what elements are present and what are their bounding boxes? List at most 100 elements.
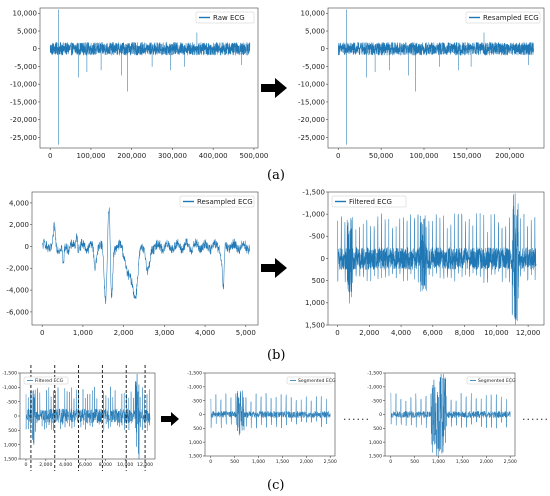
y-tick-label: -500 — [7, 399, 18, 405]
x-tick-label: 4,000 — [195, 329, 215, 337]
legend-label: Filtered ECG — [35, 378, 64, 384]
legend-label: Segmented ECG — [298, 378, 336, 384]
x-tick-label: 200,000 — [117, 152, 146, 160]
y-tick-label: 1,500 — [305, 321, 325, 329]
series-line — [41, 207, 251, 305]
x-tick-label: 0 — [389, 459, 392, 465]
x-tick-label: 4,000 — [59, 462, 72, 468]
x-tick-label: 2,500 — [504, 459, 517, 465]
y-tick-label: 1,000 — [189, 440, 202, 446]
x-tick-label: 8,000 — [455, 329, 475, 337]
legend-box — [179, 195, 255, 208]
y-tick-label: 500 — [373, 426, 382, 432]
y-tick-label: -4,000 — [6, 287, 29, 295]
x-tick-label: 2,000 — [300, 459, 313, 465]
legend-label: Filtered ECG — [349, 198, 392, 206]
x-tick-label: 0 — [336, 152, 340, 160]
x-tick-label: 150,000 — [452, 152, 481, 160]
y-tick-label: 5,000 — [17, 27, 37, 35]
x-tick-label: 10,000 — [484, 329, 509, 337]
x-tick-label: 500 — [410, 459, 419, 465]
chart-c-right: 0 500 1,000 1,500 2,000 2,500 -1,500 -1,000 -500… — [365, 368, 520, 470]
y-tick-label: -5,000 — [302, 63, 325, 71]
x-tick-label: 500 — [230, 459, 239, 465]
x-tick-label: 300,000 — [158, 152, 187, 160]
x-tick-label: 5,000 — [236, 329, 256, 337]
y-tick-label: -25,000 — [10, 134, 37, 142]
y-tick-label: 2,000 — [9, 221, 29, 229]
y-tick-label: 5,000 — [305, 27, 325, 35]
x-tick-label: 2,000 — [39, 462, 52, 468]
y-tick-label: 500 — [8, 428, 17, 434]
legend-label: Resampled ECG — [483, 14, 539, 22]
chart-a-right: 0 50,000 100,000 150,000 200,000 10,000 5,000 0… — [290, 0, 550, 168]
series-line — [49, 9, 251, 145]
legend-box — [286, 376, 332, 385]
legend-box — [331, 195, 407, 208]
series-line — [338, 9, 534, 145]
series-line — [25, 373, 151, 460]
x-tick-label: 0 — [335, 329, 339, 337]
x-tick-label: 500,000 — [239, 152, 268, 160]
x-tick-label: 3,000 — [154, 329, 174, 337]
x-tick-label: 50,000 — [369, 152, 394, 160]
y-tick-label: -1,500 — [367, 371, 382, 377]
y-tick-label: 500 — [193, 426, 202, 432]
y-tick-label: -20,000 — [298, 116, 325, 124]
y-tick-label: -10,000 — [298, 81, 325, 89]
x-tick-label: 2,000 — [480, 459, 493, 465]
x-tick-label: 8,000 — [99, 462, 112, 468]
y-tick-label: 1,000 — [369, 440, 382, 446]
ellipsis-text: ...... — [343, 410, 370, 423]
y-tick-label: 4,000 — [9, 199, 29, 207]
y-tick-label: -10,000 — [10, 81, 37, 89]
y-tick-label: -5,000 — [14, 63, 37, 71]
y-tick-label: -25,000 — [298, 134, 325, 142]
legend-box — [465, 11, 541, 24]
y-tick-label: 1,000 — [305, 299, 325, 307]
plot-frame — [31, 191, 259, 326]
chart-a-left: 0 100,000 200,000 300,000 400,000 500,000 10,0… — [0, 0, 268, 168]
x-tick-label: 6,000 — [423, 329, 443, 337]
legend-box — [466, 376, 512, 385]
y-tick-label: 1,000 — [4, 442, 17, 448]
chart-c-mid: 0 500 1,000 1,500 2,000 2,500 -1,500 -1,000 -500… — [185, 368, 340, 470]
y-tick-label: -2,000 — [6, 265, 29, 273]
y-tick-label: -1,000 — [2, 385, 17, 391]
y-tick-label: 10,000 — [301, 10, 326, 18]
y-tick-label: -20,000 — [10, 116, 37, 124]
y-tick-label: -1,500 — [187, 371, 202, 377]
x-tick-label: 12,000 — [516, 329, 541, 337]
series-line — [337, 193, 537, 325]
caption-a: (a) — [267, 168, 285, 183]
arrow-right-icon — [261, 258, 287, 278]
y-tick-label: -500 — [192, 398, 203, 404]
y-tick-label: -1,500 — [2, 371, 17, 377]
x-tick-label: 1,000 — [252, 459, 265, 465]
chart-c-left: 02,0004,0006,0008,00010,00012,000-1,500-… — [0, 365, 160, 473]
y-tick-label: 0 — [25, 243, 29, 251]
chart-b-left: 0 1,000 2,000 3,000 4,000 5,000 4,000 2,000 0 -2,… — [0, 187, 265, 342]
y-tick-label: 0 — [321, 255, 325, 263]
x-tick-label: 1,500 — [276, 459, 289, 465]
y-tick-label: 1,500 — [189, 454, 202, 460]
y-tick-label: 1,500 — [4, 457, 17, 463]
plot-frame — [327, 7, 545, 149]
y-tick-label: -6,000 — [6, 308, 29, 316]
y-tick-label: -15,000 — [10, 98, 37, 106]
x-tick-label: 100,000 — [76, 152, 105, 160]
x-tick-label: 2,000 — [359, 329, 379, 337]
x-tick-label: 0 — [209, 459, 212, 465]
y-tick-label: 10,000 — [13, 10, 38, 18]
arrow-right-icon — [261, 78, 287, 98]
x-tick-label: 0 — [24, 462, 27, 468]
x-tick-label: 10,000 — [117, 462, 133, 468]
y-tick-label: 500 — [312, 277, 325, 285]
y-tick-label: -500 — [309, 233, 325, 241]
chart-b-right: 0 2,000 4,000 6,000 8,000 10,000 12,000 -1,500 -… — [290, 187, 550, 342]
y-tick-label: -1,000 — [367, 384, 382, 390]
y-tick-label: 0 — [379, 412, 382, 418]
y-tick-label: -15,000 — [298, 98, 325, 106]
y-tick-label: -1,500 — [302, 188, 325, 196]
legend-label: Raw ECG — [213, 14, 245, 22]
